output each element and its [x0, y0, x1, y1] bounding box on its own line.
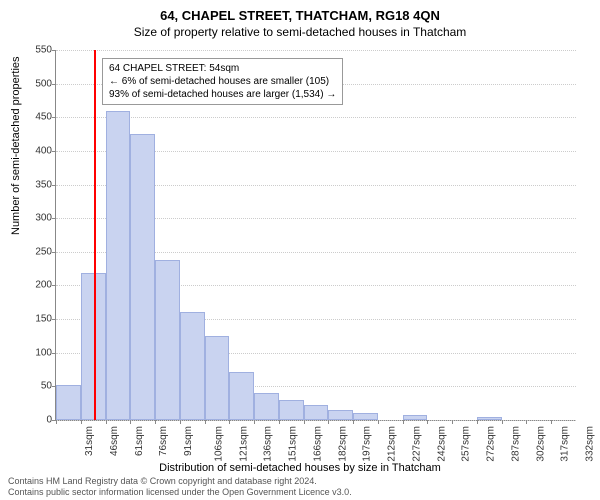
x-tick-label: 272sqm	[486, 426, 497, 462]
histogram-bar	[229, 372, 254, 420]
y-tick-mark	[52, 50, 56, 51]
x-tick-mark	[81, 420, 82, 424]
x-tick-mark	[130, 420, 131, 424]
x-tick-mark	[254, 420, 255, 424]
x-tick-mark	[452, 420, 453, 424]
y-tick-label: 500	[22, 78, 52, 89]
info-box-line: 93% of semi-detached houses are larger (…	[109, 88, 336, 101]
x-tick-mark	[378, 420, 379, 424]
info-box-line: ← 6% of semi-detached houses are smaller…	[109, 75, 336, 88]
y-tick-mark	[52, 151, 56, 152]
x-tick-label: 46sqm	[109, 426, 120, 456]
y-tick-mark	[52, 353, 56, 354]
x-tick-label: 257sqm	[461, 426, 472, 462]
x-tick-mark	[56, 420, 57, 424]
y-tick-label: 450	[22, 112, 52, 123]
histogram-bar	[106, 111, 131, 420]
y-tick-label: 550	[22, 45, 52, 56]
info-box-line: 64 CHAPEL STREET: 54sqm	[109, 62, 336, 75]
gridline	[56, 420, 576, 422]
y-tick-label: 0	[22, 415, 52, 426]
histogram-bar	[403, 415, 428, 420]
page-subtitle: Size of property relative to semi-detach…	[0, 23, 600, 39]
x-tick-label: 31sqm	[84, 426, 95, 456]
y-tick-mark	[52, 117, 56, 118]
x-tick-label: 166sqm	[312, 426, 323, 462]
x-tick-label: 106sqm	[213, 426, 224, 462]
histogram-bar	[180, 312, 205, 420]
x-tick-mark	[526, 420, 527, 424]
x-tick-mark	[106, 420, 107, 424]
x-tick-mark	[403, 420, 404, 424]
x-tick-label: 136sqm	[263, 426, 274, 462]
x-tick-label: 182sqm	[337, 426, 348, 462]
x-tick-mark	[229, 420, 230, 424]
y-tick-label: 50	[22, 381, 52, 392]
x-tick-label: 61sqm	[134, 426, 145, 456]
x-tick-label: 121sqm	[238, 426, 249, 462]
histogram-bar	[477, 417, 502, 420]
x-tick-mark	[304, 420, 305, 424]
page-title: 64, CHAPEL STREET, THATCHAM, RG18 4QN	[0, 0, 600, 23]
y-tick-mark	[52, 285, 56, 286]
histogram-bar	[254, 393, 279, 420]
y-tick-mark	[52, 319, 56, 320]
histogram-bar	[328, 410, 353, 420]
histogram-bar	[304, 405, 329, 420]
x-tick-mark	[279, 420, 280, 424]
footer-line1: Contains HM Land Registry data © Crown c…	[8, 476, 592, 487]
x-tick-label: 212sqm	[387, 426, 398, 462]
x-tick-mark	[353, 420, 354, 424]
x-tick-mark	[502, 420, 503, 424]
gridline	[56, 117, 576, 119]
x-tick-label: 151sqm	[288, 426, 299, 462]
histogram-bar	[279, 400, 304, 420]
histogram-bar	[130, 134, 155, 420]
y-tick-label: 100	[22, 347, 52, 358]
y-tick-label: 400	[22, 145, 52, 156]
x-tick-label: 317sqm	[560, 426, 571, 462]
y-tick-label: 200	[22, 280, 52, 291]
histogram-bar	[205, 336, 230, 420]
y-tick-mark	[52, 252, 56, 253]
x-tick-label: 197sqm	[362, 426, 373, 462]
x-tick-mark	[551, 420, 552, 424]
x-tick-mark	[477, 420, 478, 424]
x-tick-label: 242sqm	[436, 426, 447, 462]
y-tick-label: 350	[22, 179, 52, 190]
x-axis-label: Distribution of semi-detached houses by …	[0, 462, 600, 474]
x-tick-mark	[328, 420, 329, 424]
x-tick-label: 227sqm	[411, 426, 422, 462]
info-box: 64 CHAPEL STREET: 54sqm← 6% of semi-deta…	[102, 58, 343, 105]
histogram-bar	[56, 385, 81, 420]
x-tick-mark	[427, 420, 428, 424]
histogram-bar	[353, 413, 378, 420]
footer-attribution: Contains HM Land Registry data © Crown c…	[0, 476, 600, 498]
x-tick-mark	[180, 420, 181, 424]
x-tick-label: 91sqm	[183, 426, 194, 456]
y-tick-mark	[52, 84, 56, 85]
y-axis-label: Number of semi-detached properties	[10, 56, 22, 235]
x-tick-mark	[205, 420, 206, 424]
footer-line2: Contains public sector information licen…	[8, 487, 592, 498]
x-tick-label: 302sqm	[535, 426, 546, 462]
x-tick-label: 287sqm	[510, 426, 521, 462]
y-tick-label: 300	[22, 213, 52, 224]
y-tick-mark	[52, 185, 56, 186]
chart-area: 05010015020025030035040045050055031sqm46…	[55, 50, 575, 420]
x-tick-label: 332sqm	[585, 426, 596, 462]
property-marker-line	[94, 50, 96, 420]
y-tick-label: 150	[22, 314, 52, 325]
x-tick-mark	[155, 420, 156, 424]
y-tick-label: 250	[22, 246, 52, 257]
histogram-plot: 05010015020025030035040045050055031sqm46…	[55, 50, 576, 421]
gridline	[56, 50, 576, 52]
histogram-bar	[155, 260, 180, 420]
y-tick-mark	[52, 218, 56, 219]
x-tick-label: 76sqm	[158, 426, 169, 456]
